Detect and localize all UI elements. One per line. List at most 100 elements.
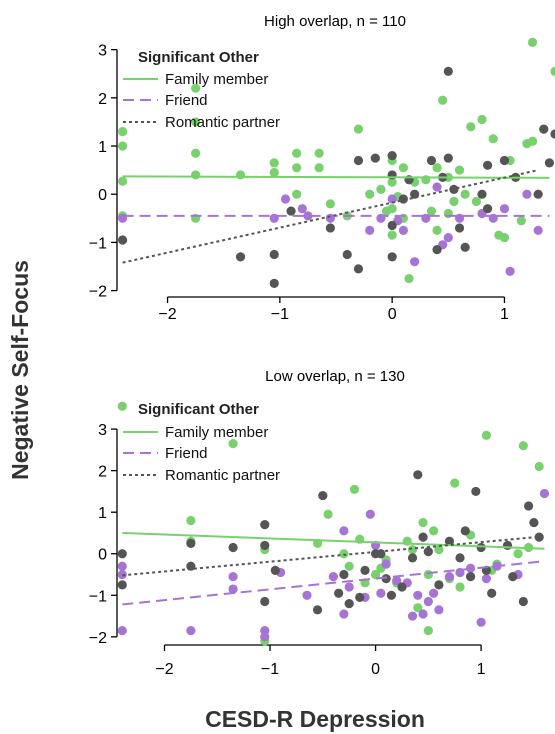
data-point [370, 153, 380, 163]
data-point [455, 582, 465, 592]
data-point [443, 153, 453, 163]
data-point [334, 588, 344, 598]
data-point [365, 225, 375, 235]
legend-entry-friend: Friend [165, 445, 208, 462]
data-point [117, 561, 127, 571]
x-axis-label: CESD-R Depression [205, 706, 425, 732]
data-point [505, 266, 515, 276]
data-point [292, 163, 302, 173]
x-tick-label: 1 [477, 661, 486, 678]
data-point [118, 235, 128, 245]
data-point [260, 520, 270, 530]
fit-line-romantic-partner [122, 535, 545, 577]
data-point [524, 501, 534, 511]
data-point [386, 590, 397, 600]
data-point [314, 148, 324, 158]
data-point [404, 273, 414, 284]
data-point [353, 155, 364, 166]
data-point [323, 509, 333, 519]
data-point [444, 571, 455, 582]
data-point [488, 213, 498, 223]
data-point [270, 565, 280, 575]
data-point [516, 216, 526, 226]
data-point [228, 439, 238, 449]
data-point [392, 576, 402, 586]
data-point [328, 571, 338, 582]
data-point [280, 194, 291, 204]
data-point [477, 114, 487, 125]
data-point [423, 569, 433, 580]
data-point [460, 189, 470, 199]
data-point [339, 549, 349, 559]
legend: Significant Other Family member Friend Roma… [123, 401, 280, 484]
data-point [228, 584, 238, 594]
data-point [443, 232, 453, 243]
data-point [465, 571, 476, 582]
data-point [488, 134, 498, 144]
data-point [426, 206, 437, 216]
data-point [118, 176, 128, 186]
y-tick-label: −2 [89, 284, 107, 301]
data-point [423, 596, 433, 607]
data-point [432, 163, 442, 173]
data-point [534, 532, 544, 542]
data-point [533, 225, 543, 235]
data-point [387, 230, 397, 240]
data-point [527, 37, 538, 48]
data-point [423, 626, 433, 636]
data-point [499, 204, 510, 214]
y-tick-label: −1 [89, 235, 107, 252]
data-point [398, 163, 408, 173]
data-point [269, 278, 279, 288]
data-point [376, 549, 386, 559]
data-point [413, 603, 423, 613]
data-point [429, 588, 439, 598]
data-point [312, 605, 323, 615]
data-point [471, 196, 481, 207]
data-point [370, 569, 381, 580]
x-tick-label: −2 [158, 306, 176, 323]
data-point [302, 590, 312, 600]
legend-entry-friend: Friend [165, 92, 208, 109]
y-tick-label: 3 [98, 43, 107, 60]
data-point [186, 515, 196, 526]
data-point [410, 257, 420, 267]
data-point [421, 213, 431, 223]
data-point [381, 574, 391, 584]
data-point [353, 264, 364, 274]
data-point [426, 155, 437, 166]
x-tick-label: −1 [271, 306, 289, 323]
panel-title: Low overlap, n = 130 [265, 368, 405, 385]
data-point [191, 148, 201, 158]
y-tick-label: 0 [98, 187, 107, 204]
data-point [481, 430, 491, 440]
data-point [117, 580, 127, 590]
data-point [434, 544, 444, 555]
data-point [413, 470, 423, 480]
data-point [418, 532, 428, 542]
data-point [344, 582, 354, 592]
data-point [398, 194, 408, 204]
data-point [513, 549, 523, 559]
data-point [455, 553, 465, 563]
data-point [432, 182, 442, 192]
data-point [117, 549, 127, 559]
data-point [483, 160, 493, 170]
data-point [365, 509, 375, 519]
data-point [318, 490, 328, 501]
data-point [191, 83, 201, 93]
panel-high-overlap: High overlap, n = 110 −2 −1 0 1 2 3 −2 −1 0 1 Signi… [89, 13, 555, 323]
data-point [339, 569, 349, 580]
legend-entry-family-member: Family member [165, 71, 268, 88]
data-point [387, 177, 397, 187]
data-point [186, 626, 196, 636]
data-point [477, 189, 487, 199]
data-point [518, 441, 528, 451]
y-tick-label: 0 [98, 547, 107, 564]
data-point [454, 165, 465, 175]
data-point [476, 542, 486, 553]
data-point [518, 596, 528, 607]
data-point [339, 526, 349, 536]
legend-entry-romantic-partner: Romantic partner [165, 467, 280, 484]
